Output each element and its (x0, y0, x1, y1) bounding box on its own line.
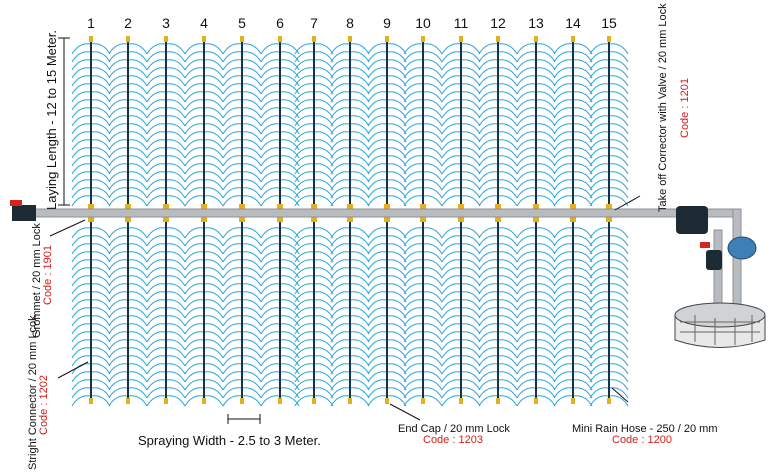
end-cap (571, 36, 575, 42)
end-cap (385, 36, 389, 42)
well-top (674, 302, 766, 328)
length-dimension (58, 37, 70, 206)
column-number: 7 (310, 15, 318, 31)
takeoff-label: Take off Corrector with Valve / 20 mm Lo… (657, 3, 669, 212)
end-cap (571, 398, 575, 404)
end-cap (240, 398, 244, 404)
column-number: 8 (346, 15, 354, 31)
end-cap (496, 398, 500, 404)
spray-arcs (367, 43, 407, 407)
end-cap (534, 398, 538, 404)
column-number: 2 (124, 15, 132, 31)
spray-arcs (222, 43, 262, 407)
end-cap (496, 36, 500, 42)
column-number: 14 (565, 15, 581, 31)
column-number: 9 (383, 15, 391, 31)
column-number: 15 (601, 15, 617, 31)
spray-arcs (478, 43, 518, 407)
grommet-label: Grommet / 20 mm Lock (31, 223, 43, 338)
connector-label: Stright Connector / 20 mm Lcok (27, 315, 39, 470)
end-cap (607, 36, 611, 42)
well-stones (680, 315, 760, 345)
column-number: 10 (415, 15, 431, 31)
spray-arcs (553, 43, 593, 407)
end-cap (348, 36, 352, 42)
riser-pipe (732, 208, 742, 320)
laying-length: Laying Length - 12 to 15 Meter. (44, 30, 59, 210)
end-cap (348, 398, 352, 404)
spray-arcs (146, 43, 186, 407)
spray-arcs (516, 43, 556, 407)
takeoff-valve (676, 206, 708, 234)
end-cap-code: Code : 1203 (423, 434, 483, 446)
spray-arcs (441, 43, 481, 407)
spray-arcs (330, 43, 370, 407)
end-cap (126, 36, 130, 42)
end-cap (89, 398, 93, 404)
hose-label: Mini Rain Hose - 250 / 20 mm (572, 423, 718, 435)
spray-arcs (184, 43, 224, 407)
spray-arcs (260, 43, 300, 407)
end-cap (385, 398, 389, 404)
main-pipe (17, 208, 741, 218)
spray-arcs (589, 43, 629, 407)
end-cap (202, 398, 206, 404)
spray-layer (71, 36, 629, 407)
column-number: 3 (162, 15, 170, 31)
pipe-end-cap (12, 205, 36, 221)
column-number: 13 (528, 15, 544, 31)
spray-arcs (403, 43, 443, 407)
end-cap (534, 36, 538, 42)
spray-arcs (71, 43, 111, 407)
column-number: 11 (454, 15, 469, 31)
takeoff-code: Code : 1201 (679, 78, 691, 138)
valve-handle (700, 242, 710, 248)
end-cap (607, 398, 611, 404)
spraying-width: Spraying Width - 2.5 to 3 Meter. (138, 433, 321, 448)
end-cap (164, 36, 168, 42)
column-number: 4 (200, 15, 208, 31)
column-number: 1 (87, 15, 95, 31)
end-cap-label: End Cap / 20 mm Lock (398, 423, 510, 435)
end-cap (312, 398, 316, 404)
end-cap (202, 36, 206, 42)
valve-handle (10, 200, 22, 206)
valve (706, 250, 722, 270)
end-cap (312, 36, 316, 42)
hose-code: Code : 1200 (612, 434, 672, 446)
pump (727, 236, 757, 260)
end-cap (126, 398, 130, 404)
column-number: 6 (276, 15, 284, 31)
end-cap (459, 36, 463, 42)
end-cap (421, 36, 425, 42)
grommet-code: Code : 1901 (42, 245, 54, 305)
end-cap (421, 398, 425, 404)
column-number: 12 (490, 15, 506, 31)
spray-arcs (294, 43, 334, 407)
leader-lines (49, 195, 641, 421)
spray-arcs (108, 43, 148, 407)
end-cap (164, 398, 168, 404)
end-cap (278, 398, 282, 404)
end-cap (278, 36, 282, 42)
column-number: 5 (238, 15, 246, 31)
end-cap (89, 36, 93, 42)
end-cap (240, 36, 244, 42)
end-cap (459, 398, 463, 404)
connector-code: Code : 1202 (38, 375, 50, 435)
width-dimension (227, 414, 261, 424)
